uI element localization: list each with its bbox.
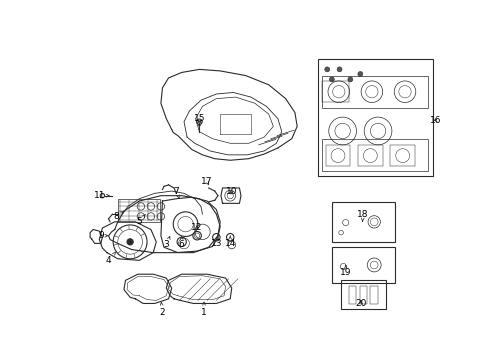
Bar (389, 145, 414, 166)
Text: 3: 3 (163, 237, 170, 249)
Text: 6: 6 (179, 237, 184, 249)
Text: 8: 8 (113, 212, 123, 221)
Text: 14: 14 (224, 236, 235, 248)
Text: 18: 18 (356, 210, 367, 221)
Text: 13: 13 (210, 236, 222, 248)
Text: 12: 12 (191, 224, 203, 233)
Text: 10: 10 (225, 186, 237, 195)
Text: 16: 16 (429, 116, 441, 125)
Text: 9: 9 (98, 231, 107, 240)
Text: 20: 20 (355, 299, 366, 308)
Bar (359, 286, 366, 304)
Circle shape (357, 72, 362, 76)
Text: 5: 5 (136, 215, 145, 226)
Bar (331, 202, 394, 242)
Circle shape (336, 67, 341, 72)
Bar (348, 286, 356, 304)
Text: 2: 2 (159, 302, 165, 317)
Bar (325, 145, 349, 166)
Bar (369, 286, 377, 304)
Bar (317, 59, 432, 176)
Bar (341, 280, 385, 309)
Bar (321, 81, 348, 103)
Text: 19: 19 (339, 265, 351, 277)
Circle shape (347, 77, 352, 82)
Bar (321, 76, 427, 108)
Text: 7: 7 (173, 186, 179, 198)
Text: 4: 4 (105, 252, 116, 265)
Text: 1: 1 (201, 302, 206, 317)
Circle shape (127, 239, 133, 245)
Circle shape (329, 77, 334, 82)
Bar (357, 145, 382, 166)
Circle shape (324, 67, 329, 72)
Bar (331, 247, 394, 283)
Bar (118, 199, 160, 222)
Text: 11: 11 (93, 191, 109, 200)
Text: 17: 17 (201, 177, 212, 186)
Bar (321, 139, 427, 171)
Text: 15: 15 (193, 114, 205, 127)
